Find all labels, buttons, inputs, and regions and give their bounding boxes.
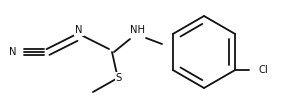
Text: N: N xyxy=(75,25,83,35)
Text: NH: NH xyxy=(131,25,146,35)
Text: S: S xyxy=(116,73,122,83)
Text: N: N xyxy=(9,47,17,57)
Text: Cl: Cl xyxy=(258,65,268,75)
